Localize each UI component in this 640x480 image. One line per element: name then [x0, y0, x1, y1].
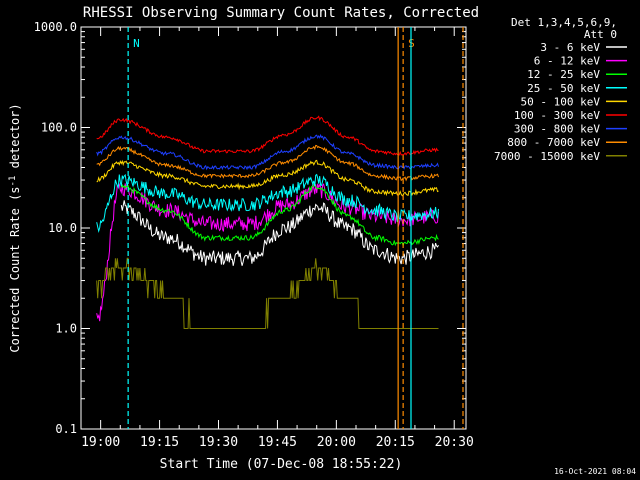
x-tick-label: 19:00 — [81, 435, 120, 450]
legend-label-6: 100 - 300 keV — [514, 109, 600, 122]
legend-label-3: 12 - 25 keV — [527, 68, 600, 81]
legend-label-9: 7000 - 15000 keV — [494, 150, 600, 163]
series-line-1 — [120, 200, 439, 266]
series-line-7 — [96, 133, 439, 171]
series-line-4 — [96, 173, 439, 234]
series-line-9 — [96, 257, 439, 329]
series-line-5 — [96, 159, 439, 197]
legend-label-4: 25 - 50 keV — [527, 82, 600, 95]
legend-label-7: 300 - 800 keV — [514, 123, 600, 136]
footer-timestamp: 16-Oct-2021 08:04 — [554, 467, 636, 476]
x-tick-label: 19:15 — [140, 435, 179, 450]
legend-label-2: 6 - 12 keV — [534, 55, 601, 68]
marker-label-1: N — [133, 37, 140, 50]
x-tick-label: 19:30 — [199, 435, 238, 450]
legend-header-att: Att 0 — [584, 28, 617, 41]
series-line-8 — [96, 144, 439, 182]
series-line-2 — [96, 182, 439, 322]
legend-header: Det 1,3,4,5,6,9, — [511, 16, 617, 29]
x-tick-label: 20:15 — [376, 435, 415, 450]
y-tick-label: 1.0 — [55, 322, 77, 336]
series-line-3 — [120, 183, 439, 248]
legend-label-1: 3 - 6 keV — [540, 41, 600, 54]
x-axis-label: Start Time (07-Dec-08 18:55:22) — [160, 457, 403, 472]
y-axis-label: Corrected Count Rate (s-1 detector) — [8, 103, 22, 352]
chart-title: RHESSI Observing Summary Count Rates, Co… — [83, 5, 479, 21]
plot-frame — [80, 26, 467, 430]
x-tick-label: 19:45 — [258, 435, 297, 450]
y-tick-label: 0.1 — [55, 422, 77, 436]
y-tick-label: 1000.0 — [34, 20, 77, 34]
series-line-6 — [96, 115, 439, 156]
legend-label-5: 50 - 100 keV — [521, 95, 601, 108]
x-tick-label: 20:30 — [435, 435, 474, 450]
y-tick-label: 100.0 — [41, 121, 77, 135]
legend-label-8: 800 - 7000 keV — [507, 136, 600, 149]
y-tick-label: 10.0 — [48, 221, 77, 235]
x-tick-label: 20:00 — [317, 435, 356, 450]
